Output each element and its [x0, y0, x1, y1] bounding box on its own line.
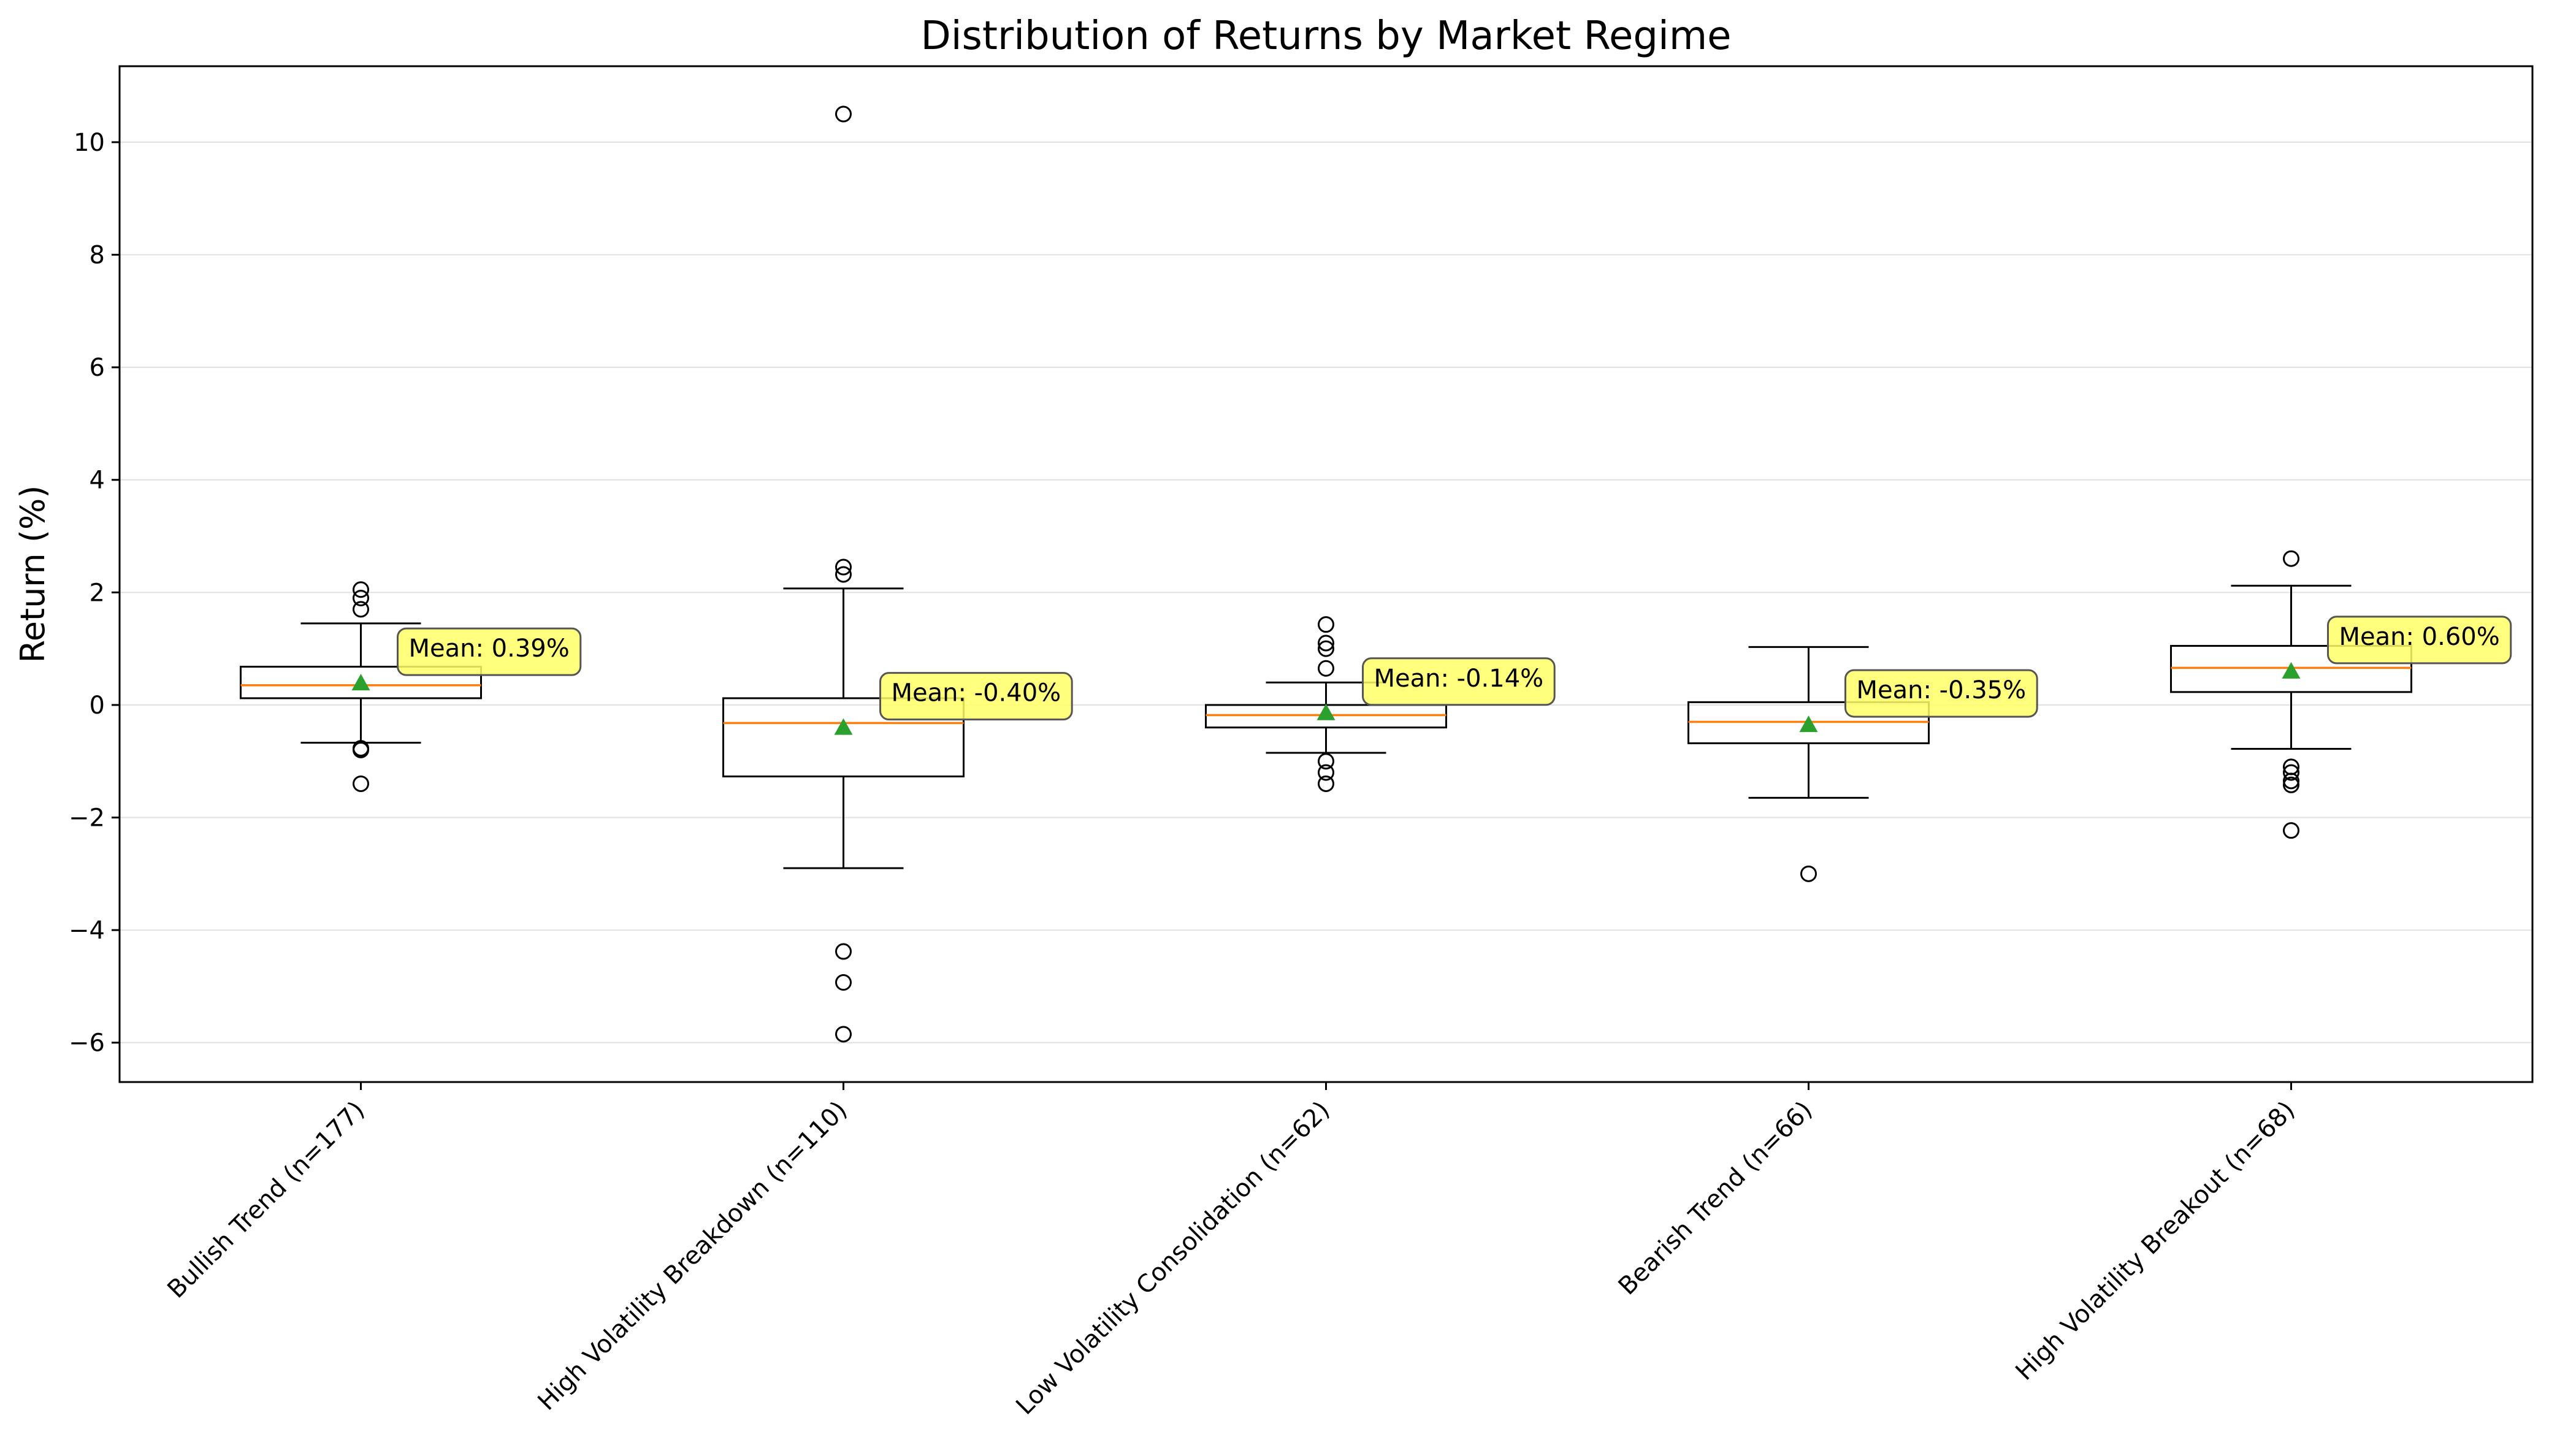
y-tick-label: 6: [90, 354, 105, 382]
chart-title: Distribution of Returns by Market Regime: [920, 13, 1731, 59]
y-tick-label: 10: [74, 129, 105, 157]
mean-annotation-text: Mean: 0.39%: [409, 635, 570, 663]
mean-annotation: Mean: 0.60%: [2328, 617, 2511, 663]
y-tick-label: 8: [90, 242, 105, 270]
mean-annotation: Mean: -0.14%: [1363, 658, 1555, 705]
y-axis-label: Return (%): [13, 486, 52, 663]
mean-annotation-text: Mean: 0.60%: [2339, 623, 2500, 651]
mean-annotation: Mean: 0.39%: [398, 628, 581, 675]
y-tick-label: 2: [90, 579, 105, 607]
mean-annotation-text: Mean: -0.40%: [892, 679, 1061, 707]
y-tick-label: −2: [69, 804, 105, 833]
mean-annotation-text: Mean: -0.14%: [1374, 665, 1544, 693]
y-tick-label: 0: [90, 692, 105, 720]
y-tick-label: 4: [90, 467, 105, 495]
y-tick-label: −4: [69, 917, 105, 945]
mean-annotation: Mean: -0.35%: [1846, 670, 2038, 717]
y-tick-label: −6: [69, 1029, 105, 1058]
mean-annotation: Mean: -0.40%: [881, 673, 1072, 720]
mean-annotation-text: Mean: -0.35%: [1857, 676, 2027, 704]
